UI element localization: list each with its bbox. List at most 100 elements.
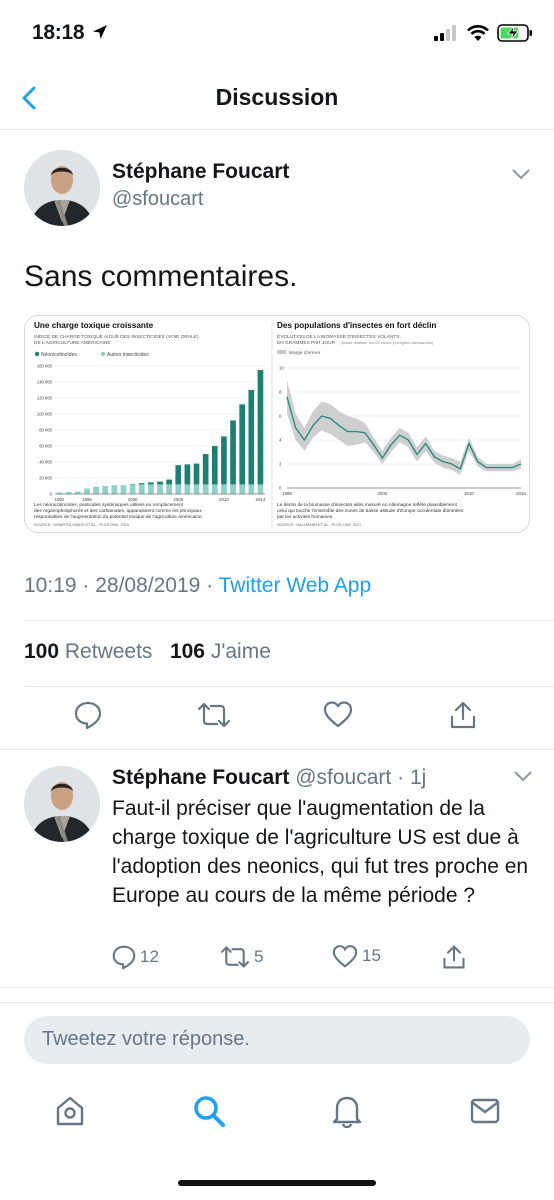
legend-swatch-autres [100, 351, 106, 357]
y-tick-label: 8 [279, 390, 282, 395]
likes-label: J'aime [210, 640, 271, 663]
reply-share-button[interactable] [442, 944, 466, 970]
likes-stat[interactable]: 106 J'aime [170, 640, 271, 663]
reply-reply-count: 12 [140, 947, 159, 966]
y-tick-label: 100 000 [37, 412, 53, 417]
share-icon [443, 945, 465, 969]
battery-charging-icon [497, 24, 532, 42]
heart-icon [332, 945, 358, 968]
share-icon[interactable] [450, 700, 476, 730]
retweets-stat[interactable]: 100 Retweets [24, 640, 152, 663]
chart-right: Des populations d'insectes en fort décli… [277, 321, 526, 527]
reply-time: 1j [409, 766, 427, 789]
status-bar: 18:18 [0, 0, 554, 66]
chart-left-subtitle-2: DE L'AGRICULTURE AMÉRICAINE [34, 339, 111, 346]
reply-compose-input[interactable]: Tweetez votre réponse. [24, 1016, 530, 1064]
y-tick-label: 20 000 [39, 476, 52, 481]
bar-2013 [248, 484, 255, 494]
divider [0, 1002, 554, 1003]
legend-swatch-neonicotinoides [34, 351, 40, 357]
search-icon[interactable] [192, 1094, 226, 1128]
reply-action-bar: 12 5 15 [112, 944, 532, 974]
tweet-source-link[interactable]: Twitter Web App [218, 574, 372, 597]
reply-reply-button[interactable]: 12 [112, 944, 159, 970]
bar-2010 [221, 484, 227, 494]
x-tick-label: 2014 [256, 497, 266, 502]
y-tick-label: 140 000 [37, 380, 53, 385]
page-title: Discussion [215, 84, 339, 110]
bar-2000 [129, 484, 136, 494]
bar-2004 [166, 479, 172, 485]
x-tick-label: 2000 [128, 497, 138, 502]
reply-retweet-count: 5 [254, 947, 264, 966]
bar-2012 [239, 484, 246, 494]
x-tick-label: 1992 [55, 497, 65, 502]
home-indicator [178, 1180, 376, 1186]
reply-time-separator: · [397, 766, 405, 789]
reply-avatar[interactable] [24, 766, 100, 842]
retweet-icon[interactable] [197, 700, 231, 730]
reply-like-button[interactable]: 15 [332, 944, 381, 968]
back-chevron-icon[interactable] [16, 82, 44, 114]
tweet-media[interactable]: Une charge toxique croissante INDICE DE … [24, 315, 530, 533]
nav-bar: Discussion [0, 66, 554, 130]
legend-label-autres: Autres insecticides [107, 352, 149, 358]
chevron-down-icon[interactable] [514, 770, 532, 782]
bar-2014 [257, 484, 264, 494]
bar-1998 [111, 485, 118, 494]
bar-2012 [239, 404, 246, 485]
chart-left-caption-1: Les néonicotinoïdes, pesticides systémiq… [34, 502, 184, 508]
messages-icon[interactable] [469, 1094, 501, 1128]
bar-2001 [138, 483, 145, 485]
bar-2008 [202, 454, 209, 485]
bar-1999 [120, 485, 127, 494]
bar-2005 [175, 465, 182, 485]
tweet-author: Stéphane Foucart @sfoucart [24, 150, 530, 226]
location-arrow-icon [93, 25, 107, 39]
bar-2005 [175, 484, 182, 494]
reply-like-count: 15 [362, 946, 381, 965]
bar-1993 [65, 492, 72, 494]
reply-author-handle[interactable]: @sfoucart [295, 766, 392, 789]
bar-2010 [221, 436, 227, 485]
bar-1994 [74, 491, 81, 494]
legend-swatch-marge [277, 350, 286, 354]
y-tick-label: 120 000 [37, 396, 53, 401]
legend-label-neonicotinoides: Néonicotinoïdes [41, 352, 77, 358]
tweet-text: Sans commentaires. [24, 260, 298, 293]
retweet-icon [220, 946, 250, 968]
bar-2007 [193, 484, 200, 494]
reply-icon[interactable] [74, 700, 102, 730]
bar-2008 [202, 484, 209, 494]
retweets-label: Retweets [64, 640, 153, 663]
bar-1996 [93, 486, 99, 494]
bar-2006 [184, 484, 191, 494]
divider [0, 749, 554, 750]
reply-retweet-button[interactable]: 5 [220, 944, 263, 970]
chart-right-caption-1: Le déclin de la biomasse d'insectes ailé… [277, 502, 458, 508]
tweet-action-bar [0, 700, 554, 734]
chevron-down-icon[interactable] [512, 168, 530, 180]
retweets-count: 100 [24, 640, 60, 663]
x-tick-label: 2005 [173, 497, 183, 502]
reply-author-name[interactable]: Stéphane Foucart [112, 766, 290, 789]
bar-2011 [230, 484, 236, 494]
legend-label-marge: Marge d'erreur [289, 350, 321, 356]
bar-2004 [166, 484, 172, 494]
bar-1997 [102, 486, 109, 494]
chart-left-source: SOURCE : DIBARTOLOMEIS ET AL., PLOS ONE,… [34, 523, 129, 527]
avatar[interactable] [24, 150, 100, 226]
tab-bar [0, 1094, 554, 1134]
chart-left-caption-3: responsables de l'augmentation du potent… [34, 514, 203, 520]
tweet-time: 10:19 [24, 574, 77, 597]
home-icon[interactable] [54, 1094, 86, 1128]
bar-2002 [148, 484, 154, 494]
bell-icon[interactable] [331, 1094, 363, 1128]
tweet-date: 28/08/2019 [95, 574, 201, 597]
author-handle[interactable]: @sfoucart [112, 188, 204, 210]
heart-icon[interactable] [323, 700, 353, 728]
chart-left-title: Une charge toxique croissante [34, 321, 154, 330]
bar-2009 [211, 446, 218, 485]
author-name[interactable]: Stéphane Foucart [112, 160, 290, 183]
reply-icon [112, 945, 136, 970]
